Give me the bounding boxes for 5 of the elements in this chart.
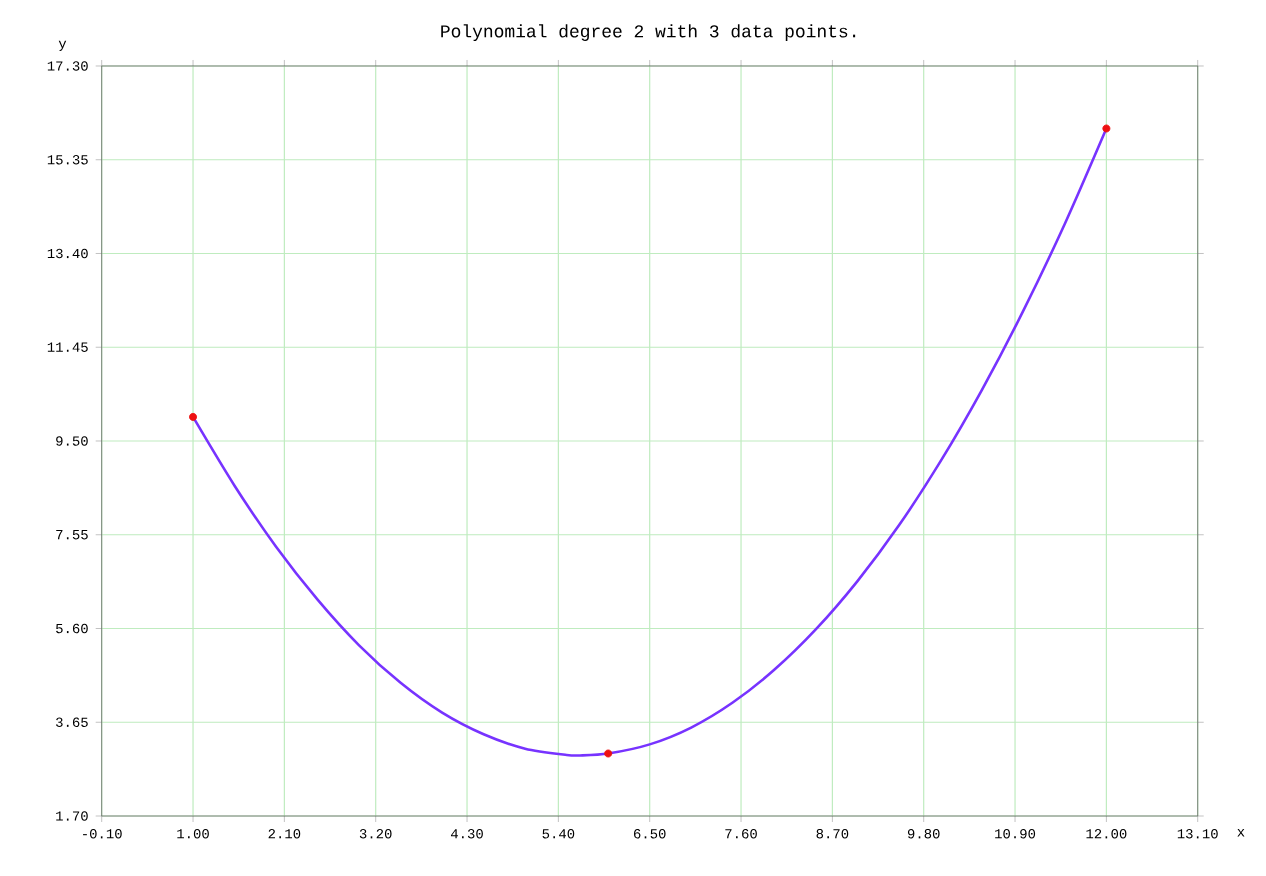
point: [189, 412, 198, 421]
point: [1102, 124, 1111, 133]
chart-title: Polynomial degree 2 with 3 data points.: [441, 24, 856, 41]
line-series: [191, 127, 1108, 757]
point: [604, 749, 613, 758]
